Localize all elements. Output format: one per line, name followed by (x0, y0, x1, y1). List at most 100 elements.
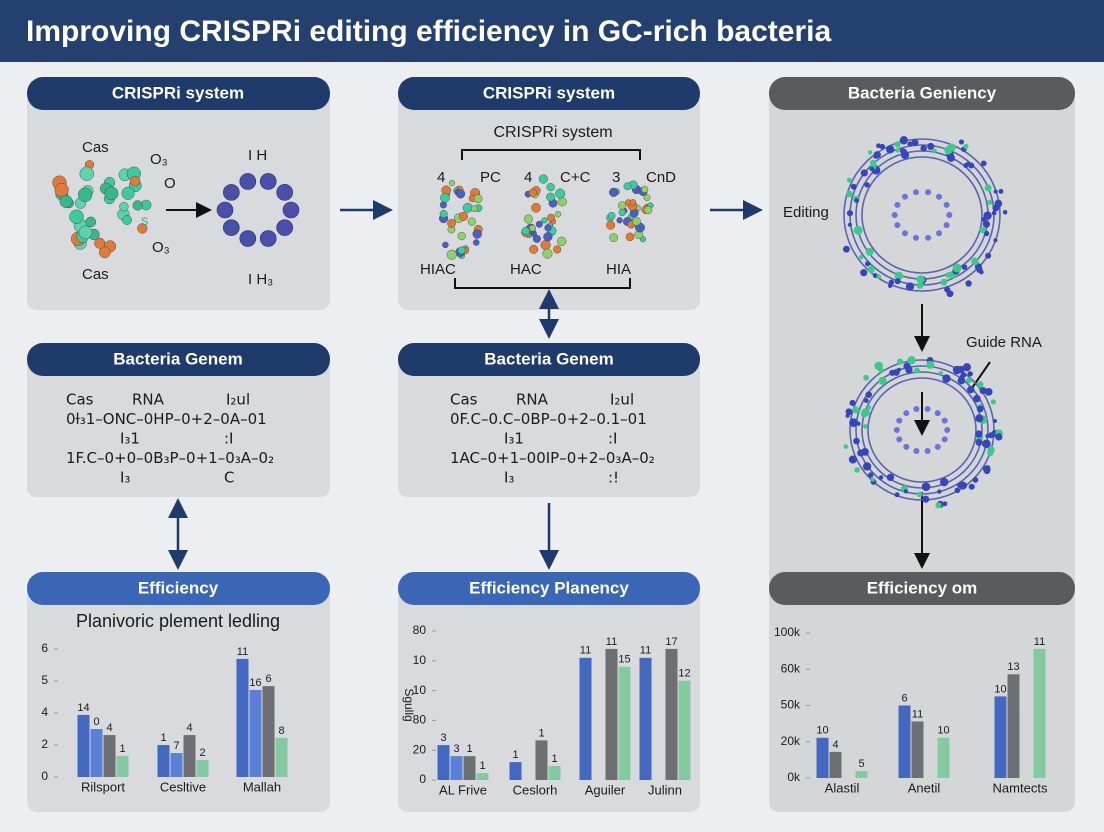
bar (476, 773, 489, 780)
atom (935, 502, 942, 509)
atom (439, 209, 448, 218)
label: RNA (132, 391, 165, 409)
panel-header (27, 343, 330, 376)
atom (259, 230, 277, 247)
label: C (224, 469, 234, 487)
atom (129, 175, 141, 187)
atom (912, 189, 919, 196)
atom (975, 414, 984, 423)
bar-label: 16 (249, 677, 261, 689)
bar-label: 1 (160, 732, 166, 744)
atom (54, 182, 69, 197)
atom (952, 365, 962, 375)
atom (901, 193, 908, 200)
atom (965, 161, 971, 167)
y-tick-label: 80 (413, 623, 427, 637)
label: CRISPRi system (493, 124, 612, 141)
bar (183, 735, 196, 777)
bar-label: 4 (832, 739, 838, 751)
atom (901, 230, 908, 237)
atom (535, 220, 543, 228)
atom (440, 193, 450, 203)
atom (894, 492, 900, 498)
bar (605, 648, 618, 780)
panel-header (398, 572, 700, 605)
atom (990, 399, 996, 405)
atom (943, 201, 950, 208)
atom (967, 371, 973, 377)
panel-heading: Efficiency Planency (469, 578, 629, 597)
panel-header (398, 343, 700, 376)
ring (843, 138, 1001, 292)
atom (557, 197, 567, 207)
atom (991, 210, 997, 216)
bar-label: 1 (551, 753, 557, 765)
bar-label: 10 (816, 725, 828, 737)
atom (625, 232, 635, 242)
atom (874, 361, 884, 371)
panel-header (27, 77, 330, 110)
atom (926, 360, 935, 369)
label: I₂ul (226, 391, 250, 409)
atom (925, 234, 932, 241)
label: Guide RNA (966, 334, 1042, 351)
label: 1AC–0+1–00IP–0+2–0₃A–0₂ (450, 449, 655, 467)
atom (845, 408, 853, 416)
atom (983, 230, 990, 237)
bar (911, 721, 924, 778)
bar (262, 686, 275, 777)
atom (927, 142, 935, 150)
atom (119, 202, 129, 212)
atom (860, 169, 868, 177)
atom (869, 159, 877, 166)
atom (976, 405, 984, 413)
x-tick-label: Cesltive (160, 779, 206, 794)
bar (1007, 674, 1020, 778)
atom (69, 209, 84, 225)
atom (873, 151, 881, 159)
atom (952, 263, 962, 273)
atom (860, 269, 868, 277)
atom (541, 217, 548, 224)
atom (223, 184, 240, 201)
atom (894, 271, 904, 281)
atom (913, 448, 920, 455)
atom (965, 280, 972, 287)
atom (905, 282, 915, 291)
atom (137, 223, 148, 234)
atom (617, 201, 627, 210)
atom (473, 194, 483, 204)
atom (907, 356, 916, 365)
label: 4 (437, 169, 445, 186)
atom (975, 438, 983, 446)
atom (993, 189, 998, 194)
bar (249, 689, 262, 777)
atom (554, 211, 562, 218)
atom (609, 187, 619, 197)
atom (846, 210, 854, 217)
bar (855, 771, 868, 778)
atom (546, 192, 555, 202)
bar (994, 696, 1007, 778)
atom (843, 444, 849, 449)
atom (967, 385, 975, 394)
panel-heading: CRISPRi system (483, 83, 615, 102)
label: O₃ (150, 151, 168, 168)
label: I H₃ (248, 271, 273, 288)
atom (531, 202, 541, 213)
atom (943, 222, 950, 229)
atom (894, 278, 901, 285)
bar (898, 705, 911, 778)
atom (557, 236, 567, 246)
y-tick-label: 20 (413, 742, 427, 756)
y-tick-label: 0 (41, 769, 48, 783)
bar-label: 10 (937, 725, 949, 737)
bar-label: 17 (665, 636, 677, 648)
atom (939, 477, 949, 487)
atom (544, 224, 552, 232)
panel-header (769, 572, 1075, 605)
title-bar (0, 0, 1104, 62)
atom (979, 226, 986, 234)
atom (850, 183, 857, 190)
